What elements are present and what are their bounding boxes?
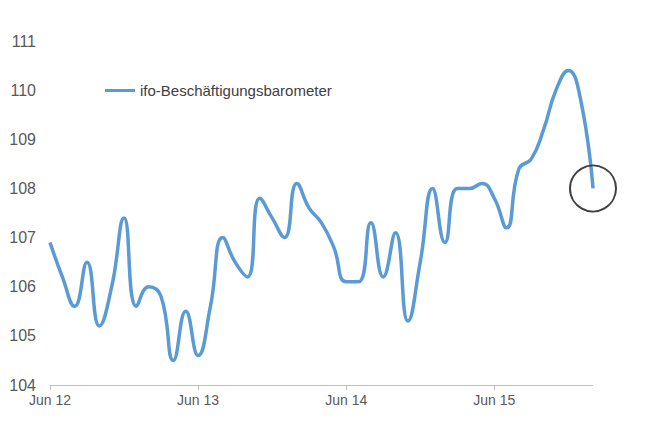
svg-text:105: 105 [9,327,36,344]
svg-text:110: 110 [10,82,36,99]
svg-text:108: 108 [9,180,36,197]
svg-text:Jun 13: Jun 13 [177,392,219,408]
svg-text:ifo-Beschäftigungsbarometer: ifo-Beschäftigungsbarometer [140,82,332,99]
svg-text:Jun 15: Jun 15 [473,392,515,408]
svg-text:109: 109 [9,131,36,148]
svg-text:104: 104 [9,377,36,394]
svg-text:Jun 12: Jun 12 [29,392,71,408]
svg-text:106: 106 [9,278,36,295]
svg-text:107: 107 [9,229,36,246]
svg-text:Jun 14: Jun 14 [325,392,367,408]
svg-text:111: 111 [12,33,36,50]
